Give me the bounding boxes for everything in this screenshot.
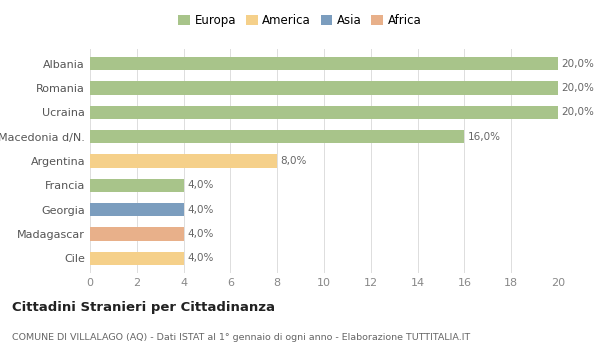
Text: 20,0%: 20,0% — [562, 83, 595, 93]
Bar — [90, 203, 184, 216]
Text: Cittadini Stranieri per Cittadinanza: Cittadini Stranieri per Cittadinanza — [12, 301, 275, 314]
Text: 4,0%: 4,0% — [187, 180, 214, 190]
Bar — [90, 178, 184, 192]
Text: 4,0%: 4,0% — [187, 205, 214, 215]
Text: 4,0%: 4,0% — [187, 253, 214, 264]
Bar — [90, 106, 558, 119]
Bar — [90, 130, 464, 144]
Text: 20,0%: 20,0% — [562, 107, 595, 117]
Text: COMUNE DI VILLALAGO (AQ) - Dati ISTAT al 1° gennaio di ogni anno - Elaborazione : COMUNE DI VILLALAGO (AQ) - Dati ISTAT al… — [12, 332, 470, 342]
Text: 4,0%: 4,0% — [187, 229, 214, 239]
Text: 16,0%: 16,0% — [468, 132, 501, 142]
Bar — [90, 81, 558, 94]
Bar — [90, 154, 277, 168]
Bar — [90, 252, 184, 265]
Bar — [90, 57, 558, 70]
Legend: Europa, America, Asia, Africa: Europa, America, Asia, Africa — [173, 9, 427, 32]
Text: 20,0%: 20,0% — [562, 58, 595, 69]
Text: 8,0%: 8,0% — [281, 156, 307, 166]
Bar — [90, 228, 184, 241]
